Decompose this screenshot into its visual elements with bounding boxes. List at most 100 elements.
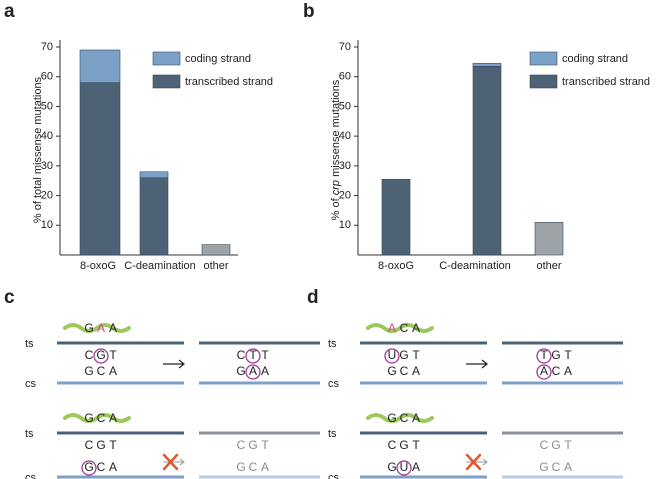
base-letter: C	[97, 364, 106, 378]
legend-label: transcribed strand	[185, 76, 273, 88]
base-letter: T	[564, 348, 572, 362]
base-letter: G	[387, 460, 396, 474]
base-letter: T	[412, 348, 420, 362]
panel-label: a	[4, 1, 15, 22]
base-letter: A	[109, 460, 117, 474]
base-letter: C	[400, 364, 409, 378]
base-letter: C	[540, 438, 549, 452]
y-tick-label: 10	[339, 219, 351, 231]
strand-label: cs	[25, 378, 37, 390]
mutation-circle	[536, 348, 552, 364]
base-letter: G	[84, 321, 93, 335]
base-letter: G	[387, 411, 396, 425]
bar-segment	[472, 63, 502, 67]
bar-segment	[79, 82, 121, 256]
strand-label: cs	[328, 378, 340, 390]
mutation-circle	[245, 364, 261, 380]
base-letter: A	[249, 364, 257, 378]
base-letter: G	[236, 364, 245, 378]
base-letter: A	[388, 321, 396, 335]
base-letter: A	[412, 364, 420, 378]
y-tick-label: 60	[41, 71, 53, 83]
base-letter: T	[412, 438, 420, 452]
y-tick-label: 30	[339, 160, 351, 172]
legend-swatch	[152, 51, 181, 66]
y-tick-label: 60	[339, 71, 351, 83]
base-letter: A	[109, 321, 117, 335]
y-tick-label: 10	[41, 219, 53, 231]
y-tick-label: 20	[339, 189, 351, 201]
base-letter: G	[399, 348, 408, 362]
block-cross	[465, 453, 482, 471]
rna-strand	[63, 323, 131, 333]
base-letter: A	[412, 460, 420, 474]
base-letter: T	[261, 438, 269, 452]
base-letter: C	[237, 348, 246, 362]
legend-swatch	[529, 74, 558, 89]
base-letter: C	[237, 438, 246, 452]
x-tick-label: other	[203, 260, 228, 272]
legend-label: coding strand	[185, 53, 251, 65]
mutation-circle	[93, 348, 109, 364]
base-letter: T	[109, 438, 117, 452]
strand-label: ts	[25, 428, 34, 440]
y-tick-label: 70	[339, 41, 351, 53]
bar-segment	[139, 171, 169, 179]
x-tick-label: C-deamination	[124, 260, 196, 272]
y-tick-label: 70	[41, 41, 53, 53]
base-letter: G	[96, 348, 105, 362]
y-tick-label: 40	[339, 130, 351, 142]
y-axis-label-part: % of	[330, 195, 342, 220]
rna-strand	[366, 323, 434, 333]
base-letter: T	[109, 348, 117, 362]
bar-segment	[201, 244, 231, 256]
base-letter: G	[96, 438, 105, 452]
bar-segment	[381, 178, 411, 256]
base-letter: T	[540, 348, 548, 362]
base-letter: A	[261, 364, 269, 378]
panel-label: c	[4, 287, 15, 308]
x-tick-label: C-deamination	[439, 260, 511, 272]
base-letter: G	[84, 460, 93, 474]
strand-label: cs	[328, 472, 340, 479]
legend-swatch	[152, 74, 181, 89]
bar-segment	[79, 49, 121, 83]
rna-strand	[366, 413, 434, 423]
block-cross	[162, 453, 179, 471]
base-letter: A	[412, 411, 420, 425]
base-letter: C	[97, 411, 106, 425]
base-letter: G	[399, 438, 408, 452]
base-letter: C	[400, 321, 409, 335]
base-letter: T	[564, 438, 572, 452]
arrow	[163, 359, 185, 369]
x-tick-label: 8-oxoG	[378, 260, 414, 272]
base-letter: C	[85, 348, 94, 362]
strand-label: cs	[25, 472, 37, 479]
bar-segment	[534, 222, 564, 256]
base-letter: G	[248, 438, 257, 452]
mutation-circle	[245, 348, 261, 364]
base-letter: C	[85, 438, 94, 452]
arrow	[163, 458, 185, 466]
mutation-circle	[384, 348, 400, 364]
base-letter: U	[400, 460, 409, 474]
strand-label: ts	[25, 338, 34, 350]
base-letter: C	[552, 364, 561, 378]
panel-label: d	[307, 287, 319, 308]
mutation-circle	[396, 460, 412, 476]
legend-label: coding strand	[562, 53, 628, 65]
base-letter: A	[97, 321, 105, 335]
legend-swatch	[529, 51, 558, 66]
base-letter: G	[84, 364, 93, 378]
arrow	[466, 458, 488, 466]
base-letter: C	[400, 411, 409, 425]
base-letter: C	[249, 460, 258, 474]
base-letter: A	[564, 460, 572, 474]
base-letter: G	[551, 438, 560, 452]
y-axis-label: % of crp missense mutations	[330, 79, 342, 220]
base-letter: U	[388, 348, 397, 362]
base-letter: G	[551, 348, 560, 362]
y-axis-label-part: % of total missense mutations	[32, 76, 44, 223]
x-tick-label: 8-oxoG	[80, 260, 116, 272]
